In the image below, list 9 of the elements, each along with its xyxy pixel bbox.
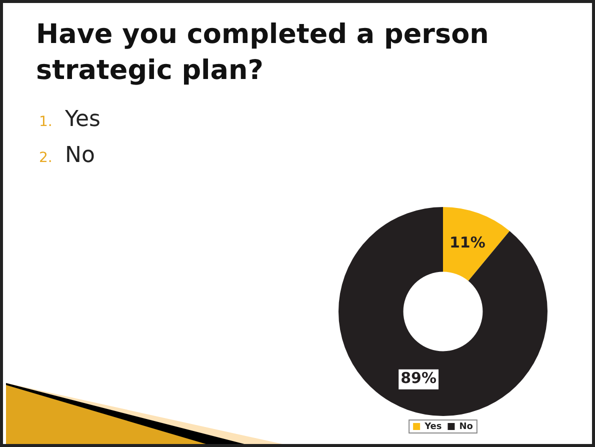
chart-title: Have you completed a person strategic plan?: [36, 18, 490, 88]
data-label: 11%: [449, 234, 486, 252]
text: 2.: [39, 149, 54, 168]
text: 1.: [39, 113, 54, 132]
legend-label: No: [459, 422, 473, 432]
text: No: [65, 142, 95, 170]
text: Yes: [65, 106, 101, 134]
data-label: 89%: [400, 369, 437, 388]
legend-label: Yes: [424, 422, 442, 432]
